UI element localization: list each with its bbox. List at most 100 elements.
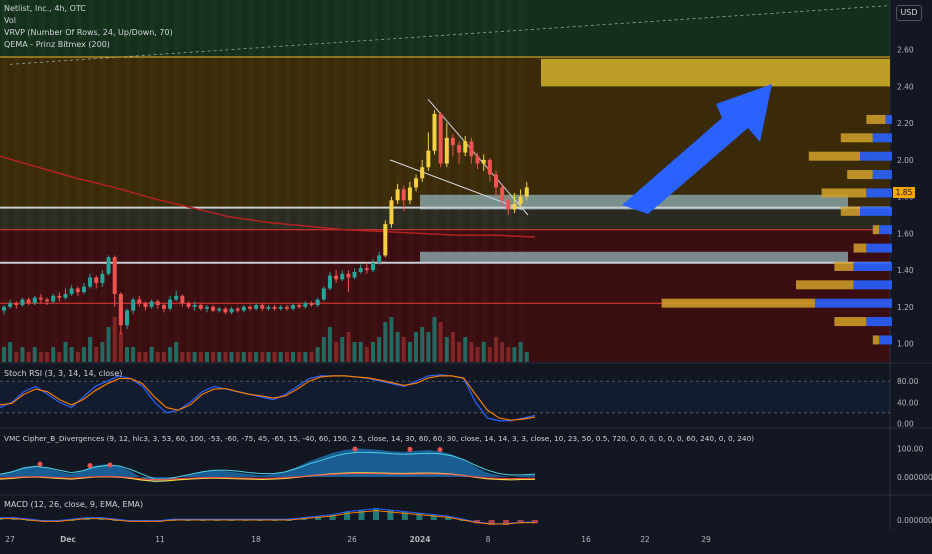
- volume-profile-up-bar: [821, 188, 867, 198]
- time-tick-label: 11: [155, 535, 165, 544]
- candle-body: [426, 150, 431, 168]
- candle-body: [26, 299, 31, 304]
- candle-body: [57, 295, 62, 298]
- candle-body: [518, 196, 523, 204]
- volume-bar: [63, 342, 68, 362]
- candle-body: [315, 299, 320, 306]
- volume-bar: [389, 317, 394, 362]
- time-tick-label: 16: [581, 535, 591, 544]
- candle-body: [192, 305, 197, 307]
- volume-profile-down-bar: [879, 335, 892, 345]
- volume-bar: [432, 317, 437, 362]
- volume-profile-up-bar: [866, 114, 886, 124]
- candle-body: [241, 306, 246, 311]
- volume-profile-up-bar: [840, 206, 860, 216]
- volume-profile-down-bar: [853, 261, 892, 271]
- macd-tick-label: 0.000000: [897, 516, 932, 525]
- candle-body: [500, 187, 505, 201]
- volume-bar: [149, 347, 154, 362]
- volume-bar: [168, 347, 173, 362]
- currency-button[interactable]: USD: [896, 5, 922, 21]
- volume-bar: [371, 342, 375, 362]
- candle-body: [297, 305, 302, 307]
- macd-histogram-bar: [358, 510, 365, 520]
- candle-body: [118, 294, 123, 326]
- candle-body: [8, 303, 13, 307]
- vmc-sell-dot: [352, 446, 358, 452]
- volume-bar: [260, 352, 265, 362]
- candle-body: [204, 306, 209, 309]
- macd-pane-bg: [0, 497, 890, 530]
- session-stripe: [408, 0, 414, 362]
- vmc-sell-dot: [407, 446, 413, 452]
- volume-bar: [358, 342, 363, 362]
- candle-body: [88, 277, 93, 287]
- vmc-sell-dot: [87, 463, 93, 469]
- volume-bar: [235, 352, 240, 362]
- candle-body: [327, 275, 332, 289]
- candle-body: [38, 297, 43, 300]
- vmc-cipher-label[interactable]: VMC Cipher_B_Divergences (9, 12, hlc3, 3…: [4, 434, 755, 443]
- volume-bar: [506, 347, 511, 362]
- volume-bar: [180, 352, 185, 362]
- macd-histogram-bar: [372, 508, 379, 520]
- candle-body: [364, 268, 369, 271]
- volume-bar: [407, 342, 412, 362]
- candle-body: [229, 308, 234, 313]
- session-stripe: [310, 0, 316, 362]
- volume-bar: [229, 352, 234, 362]
- volume-bar: [94, 347, 99, 362]
- candle-body: [383, 224, 388, 256]
- candle-body: [100, 273, 105, 283]
- macd-histogram-bar: [488, 520, 495, 525]
- candle-body: [506, 200, 511, 210]
- time-tick-label: 29: [701, 535, 711, 544]
- candle-body: [20, 299, 25, 306]
- candle-body: [81, 286, 86, 293]
- candle-body: [334, 275, 339, 280]
- volume-profile-down-bar: [885, 114, 892, 124]
- volume-bar: [315, 347, 320, 362]
- session-stripe: [482, 0, 488, 362]
- candle-body: [149, 301, 154, 307]
- triangle-lower-line: [389, 159, 523, 210]
- volume-bar: [327, 327, 332, 362]
- volume-bar: [143, 352, 148, 362]
- volume-bar: [32, 347, 37, 362]
- indicator-qema-label[interactable]: QEMA - Prinz Bitmex (200): [4, 40, 110, 49]
- volume-bar: [494, 337, 498, 362]
- candle-body: [371, 262, 375, 271]
- macd-label[interactable]: MACD (12, 26, close, 9, EMA, EMA): [4, 500, 144, 509]
- indicator-vrvp-label[interactable]: VRVP (Number Of Rows, 24, Up/Down, 70): [4, 28, 173, 37]
- price-tick-label: 2.00: [897, 156, 914, 165]
- time-tick-label: 2024: [410, 535, 431, 544]
- indicator-vol-label[interactable]: Vol: [4, 16, 16, 25]
- stoch-rsi-label[interactable]: Stoch RSI (3, 3, 14, 14, close): [4, 369, 123, 378]
- candle-body: [494, 174, 498, 188]
- arrow-shape: [622, 84, 772, 214]
- candle-body: [352, 271, 357, 278]
- candle-body: [45, 299, 50, 302]
- volume-bar: [297, 352, 302, 362]
- volume-bar: [444, 337, 449, 362]
- dashed-trend-line: [9, 5, 891, 65]
- volume-bar: [100, 342, 105, 362]
- volume-bar: [38, 352, 43, 362]
- price-tick-label: 2.20: [897, 119, 914, 128]
- volume-bar: [291, 352, 296, 362]
- volume-bar: [284, 352, 289, 362]
- macd-line: [0, 508, 535, 525]
- volume-profile-up-bar: [834, 261, 854, 271]
- session-stripe: [236, 0, 242, 362]
- candle-body: [463, 141, 468, 153]
- macd-histogram-bar: [430, 515, 437, 520]
- symbol-title[interactable]: Netlist, Inc., 4h, OTC: [4, 4, 86, 13]
- stoch-tick-label: 80.00: [897, 377, 919, 386]
- session-stripe: [174, 0, 180, 362]
- candle-body: [475, 156, 480, 164]
- volume-profile-down-bar: [866, 317, 892, 327]
- volume-bar: [75, 352, 80, 362]
- volume-bar: [303, 352, 308, 362]
- volume-profile-up-bar: [853, 243, 867, 253]
